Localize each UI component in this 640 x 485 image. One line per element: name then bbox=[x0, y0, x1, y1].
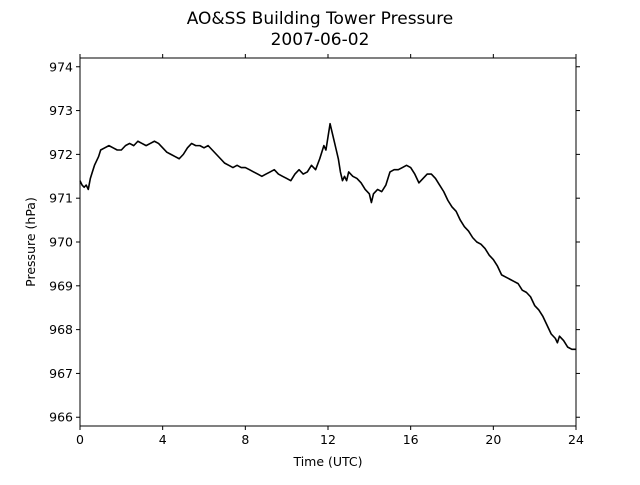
chart-title: AO&SS Building Tower Pressure bbox=[187, 9, 454, 29]
y-tick-label: 972 bbox=[49, 147, 73, 162]
x-tick-label: 12 bbox=[320, 432, 336, 447]
y-axis-label: Pressure (hPa) bbox=[23, 197, 38, 287]
x-tick-label: 24 bbox=[568, 432, 584, 447]
y-tick-label: 970 bbox=[49, 235, 73, 250]
x-tick-label: 8 bbox=[241, 432, 249, 447]
chart-subtitle: 2007-06-02 bbox=[271, 30, 370, 50]
x-tick-label: 0 bbox=[76, 432, 84, 447]
x-axis-label: Time (UTC) bbox=[292, 454, 362, 469]
y-tick-label: 969 bbox=[49, 278, 73, 293]
plot-layer bbox=[79, 122, 576, 351]
x-tick-label: 16 bbox=[403, 432, 419, 447]
y-tick-label: 966 bbox=[49, 410, 73, 425]
y-tick-label: 971 bbox=[49, 191, 73, 206]
pressure-series-line-0 bbox=[79, 122, 576, 351]
y-tick-label: 973 bbox=[49, 103, 73, 118]
y-axis-ticks: 966 967 968 969 970 971 972 973 974 bbox=[49, 59, 580, 425]
y-tick-label: 968 bbox=[49, 322, 73, 337]
y-tick-label: 974 bbox=[49, 59, 73, 74]
plot-frame bbox=[79, 57, 577, 427]
x-tick-label: 20 bbox=[485, 432, 501, 447]
x-tick-label: 4 bbox=[159, 432, 167, 447]
x-axis-ticks: 0 4 8 12 16 20 24 bbox=[76, 54, 584, 447]
y-tick-label: 967 bbox=[49, 366, 73, 381]
